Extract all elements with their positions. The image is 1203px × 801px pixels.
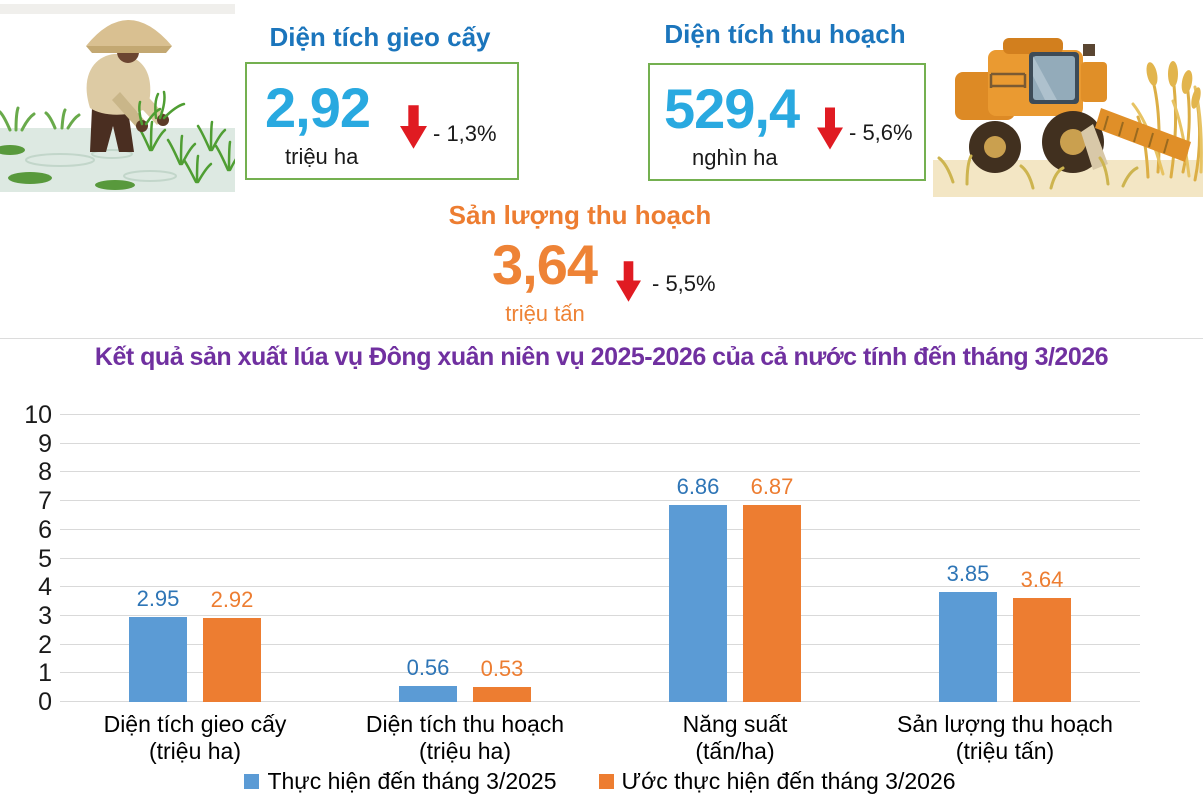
- stat-output-title: Sản lượng thu hoạch: [448, 200, 712, 230]
- gridline: [60, 414, 1140, 415]
- y-axis-tick-label: 4: [38, 573, 52, 602]
- y-axis-tick-label: 0: [38, 688, 52, 716]
- stat-output-change: - 5,5%: [652, 271, 716, 296]
- chart-plot: 0 1 2 3 4 5 6 7 8 9 10 2.95 2.92 0.56 0.53 6.86 6.87 3.85…: [24, 401, 1140, 716]
- stat-harvested-area-change: - 5,6%: [849, 120, 913, 145]
- section-divider: [0, 338, 1203, 339]
- stat-planting-area-title: Diện tích gieo cấy: [269, 22, 491, 52]
- stat-harvested-area-title: Diện tích thu hoạch: [664, 19, 906, 49]
- gridline: [60, 557, 1140, 559]
- bar-group: 3.85 3.64: [870, 415, 1140, 702]
- bar-value-label: 2.92: [210, 587, 254, 613]
- chart-title: Kết quả sản xuất lúa vụ Đông xuân niên v…: [94, 343, 1109, 371]
- chart-x-axis: Diện tích gieo cấy (triệu ha) Diện tích th…: [60, 711, 1140, 765]
- y-axis-tick-label: 5: [38, 544, 52, 573]
- decrease-arrow-icon: [817, 107, 843, 150]
- x-axis-category-label: Sản lượng thu hoạch (triệu tấn): [897, 711, 1113, 765]
- y-axis-tick-label: 7: [38, 487, 52, 516]
- y-axis-tick-label: 1: [38, 659, 52, 688]
- bar-value-label: 3.85: [946, 560, 990, 586]
- y-axis-tick-label: 8: [38, 458, 52, 487]
- legend-item: Thực hiện đến tháng 3/2025: [244, 768, 557, 795]
- legend-swatch: [598, 774, 614, 789]
- y-axis-tick-label: 9: [38, 429, 52, 458]
- bar-value-label: 6.87: [750, 473, 794, 499]
- bar-value-label: 0.56: [406, 654, 450, 680]
- gridline: [60, 471, 1140, 473]
- bar: 6.87: [743, 474, 801, 702]
- stat-planting-area-change: - 1,3%: [433, 121, 497, 146]
- stat-harvested-area-unit: nghìn ha: [692, 145, 778, 170]
- gridline: [60, 672, 1140, 674]
- gridline: [60, 643, 1140, 645]
- legend-label: Thực hiện đến tháng 3/2025: [267, 768, 557, 794]
- bar: 2.92: [203, 587, 261, 702]
- bar: 3.85: [939, 561, 997, 702]
- y-axis-tick-label: 6: [38, 515, 52, 544]
- bar-value-label: 0.53: [480, 655, 524, 681]
- bar: 0.53: [473, 656, 531, 702]
- stat-harvested-area-card: 529,4 nghìn ha - 5,6%: [648, 63, 926, 181]
- bar: 6.86: [669, 474, 727, 702]
- bar-value-label: 3.64: [1020, 566, 1064, 592]
- gridline: [60, 614, 1140, 616]
- legend-swatch: [244, 774, 260, 789]
- stat-planting-area-unit: triệu ha: [285, 144, 359, 169]
- bar: 0.56: [399, 655, 457, 702]
- legend-item: Ước thực hiện đến tháng 3/2026: [598, 768, 956, 795]
- bar-group: 2.95 2.92: [60, 415, 330, 702]
- gridline: [60, 442, 1140, 444]
- bar-value-label: 2.95: [136, 586, 180, 612]
- x-axis-category-label: Diện tích thu hoạch (triệu ha): [365, 711, 565, 765]
- y-axis-tick-label: 2: [38, 630, 52, 659]
- stat-planting-area-card: 2,92 triệu ha - 1,3%: [245, 62, 519, 180]
- stat-output-unit: triệu tấn: [505, 301, 585, 326]
- bar-group: 6.86 6.87: [600, 415, 870, 702]
- decrease-arrow-icon: [400, 105, 427, 149]
- stat-harvested-area-value: 529,4: [664, 77, 800, 140]
- bar: 2.95: [129, 586, 187, 702]
- combine-harvester-rice-field-illustration: [933, 38, 1203, 197]
- bar-value-label: 6.86: [676, 474, 720, 500]
- legend-label: Ước thực hiện đến tháng 3/2026: [621, 768, 956, 794]
- gridline: [60, 528, 1140, 530]
- stat-planting-area-value: 2,92: [265, 76, 371, 139]
- gridline: [60, 586, 1140, 588]
- x-axis-category-label: Năng suất (tấn/ha): [682, 711, 788, 765]
- farmer-planting-rice-illustration: [0, 4, 235, 192]
- gridline: [60, 500, 1140, 502]
- bar-group: 0.56 0.53: [330, 415, 600, 702]
- x-axis-category-label: Diện tích gieo cấy (triệu ha): [103, 711, 287, 765]
- decrease-arrow-icon: [616, 261, 641, 302]
- stat-output-value: 3,64: [492, 233, 598, 296]
- chart-legend: Thực hiện đến tháng 3/2025 Ước thực hiện …: [60, 768, 1140, 795]
- gridline: [60, 701, 1140, 702]
- y-axis-tick-label: 10: [24, 401, 52, 429]
- bar: 3.64: [1013, 567, 1071, 702]
- y-axis-tick-label: 3: [38, 601, 52, 630]
